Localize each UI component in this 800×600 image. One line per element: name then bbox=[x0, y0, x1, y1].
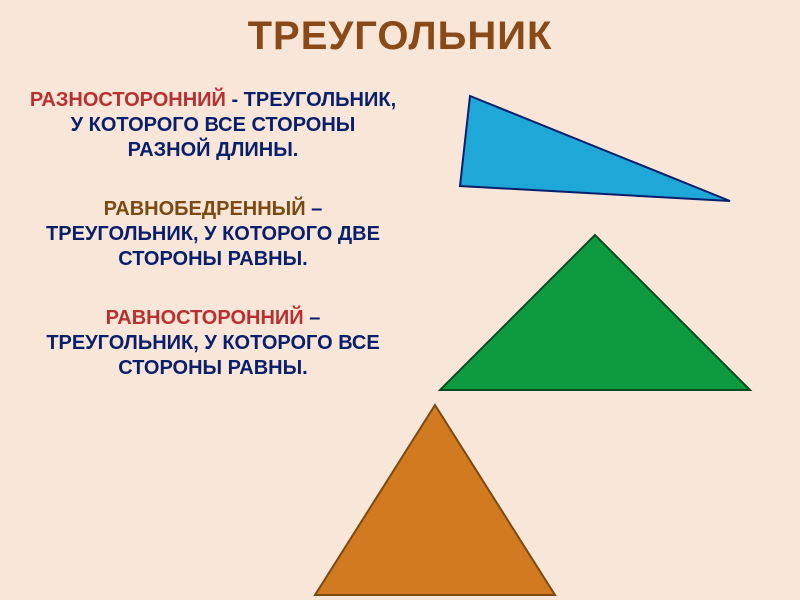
page-title: ТРЕУГОЛЬНИК bbox=[0, 14, 800, 59]
triangle-scalene-shape bbox=[460, 96, 730, 201]
triangle-isosceles bbox=[430, 230, 760, 400]
slide: ТРЕУГОЛЬНИК РАЗНОСТОРОННИЙ - ТРЕУГОЛЬНИК… bbox=[0, 0, 800, 600]
triangle-isosceles-shape bbox=[440, 235, 750, 390]
triangle-equilateral-shape bbox=[315, 405, 555, 595]
triangles-area bbox=[0, 80, 800, 600]
triangle-equilateral bbox=[300, 400, 570, 600]
triangle-scalene bbox=[440, 86, 740, 206]
